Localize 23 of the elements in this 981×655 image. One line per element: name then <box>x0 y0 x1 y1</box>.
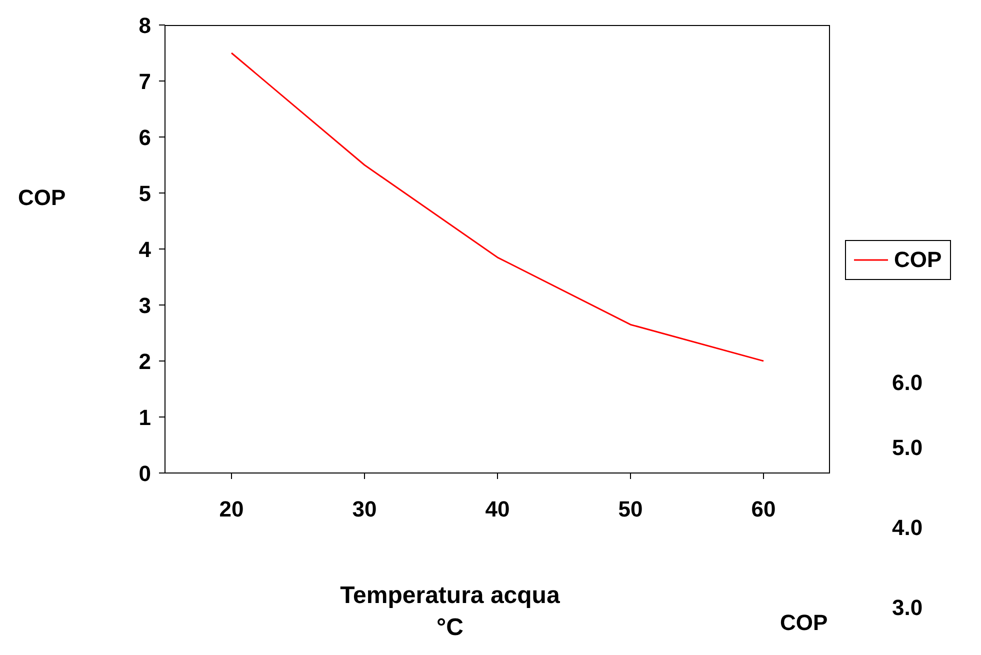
x-tick-label: 40 <box>485 496 510 522</box>
line-series <box>230 52 764 362</box>
y-tick-label: 5 <box>138 180 151 206</box>
text: 5.0 <box>892 435 923 461</box>
legend-label: COP <box>894 247 942 273</box>
x-tick-label: 20 <box>219 496 244 522</box>
text: 3.0 <box>892 595 923 621</box>
y-tick-label: 2 <box>138 348 151 374</box>
x-axis-title: Temperatura acqua °C <box>339 581 561 643</box>
x-tick-label: 50 <box>618 496 643 522</box>
y-tick-label: 7 <box>138 68 151 94</box>
y-tick-label: 6 <box>138 124 151 150</box>
text: 4.0 <box>892 515 923 541</box>
x-tick-label: 30 <box>352 496 377 522</box>
text: COP <box>780 610 828 636</box>
x-tick-label: 60 <box>751 496 776 522</box>
y-tick-label: 0 <box>138 460 151 486</box>
y-axis-title: COP <box>18 185 66 211</box>
y-tick-label: 4 <box>138 236 152 262</box>
text: 6.0 <box>892 370 923 396</box>
y-tick-label: 1 <box>138 404 151 430</box>
y-tick-label: 3 <box>138 292 151 318</box>
y-tick-label: 8 <box>138 12 151 38</box>
